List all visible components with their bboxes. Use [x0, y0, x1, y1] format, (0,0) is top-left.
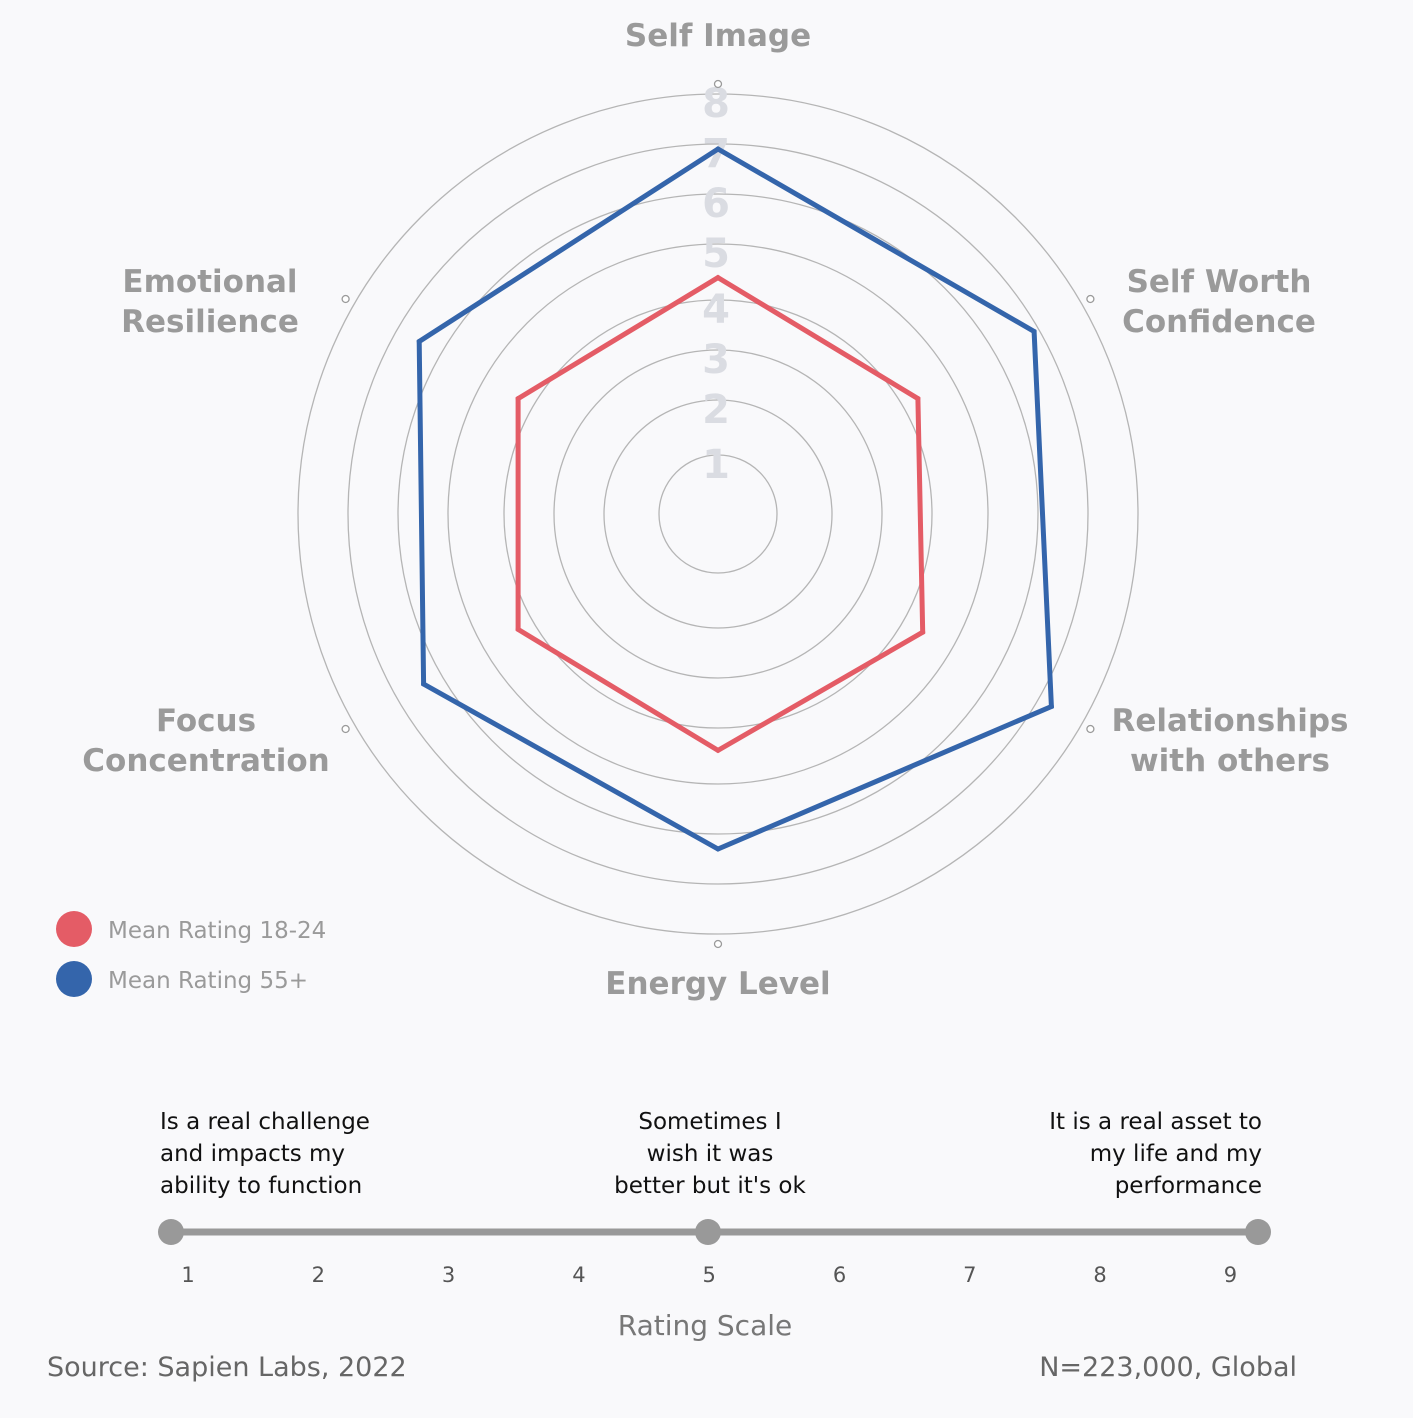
legend-swatch-1 — [56, 961, 92, 997]
source-note: Source: Sapien Labs, 2022 — [47, 1352, 407, 1383]
grid-ring-2 — [603, 399, 833, 629]
rating-scale-title: Rating Scale — [618, 1309, 793, 1342]
series-line-1 — [416, 146, 1054, 852]
axis-marker — [713, 939, 723, 949]
grid-ring-8 — [297, 93, 1139, 935]
series-1-point-3 — [715, 846, 721, 852]
grid-ring-4 — [503, 299, 933, 729]
axis-label-4: Focus Concentration — [82, 703, 329, 779]
series-1-point-5 — [416, 339, 422, 344]
rating-scale-description-9: It is a real asset to my life and my perfo… — [1049, 1109, 1262, 1199]
grid-ring-1 — [658, 454, 778, 574]
tick-label-6: 6 — [702, 181, 730, 227]
series-1-point-0 — [715, 146, 721, 152]
legend-label-0: Mean Rating 18-24 — [108, 918, 326, 944]
tick-label-1: 1 — [702, 442, 730, 488]
tick-label-4: 4 — [702, 287, 730, 333]
tick-label-8: 8 — [702, 81, 730, 127]
rating-scale-description-1: Is a real challenge and impacts my ability… — [160, 1109, 370, 1199]
rating-scale-number-1: 1 — [181, 1263, 194, 1287]
grid-ring-5 — [447, 243, 989, 785]
rating-scale-number-2: 2 — [312, 1263, 325, 1287]
series-0-point-0 — [715, 275, 721, 281]
axis-marker — [341, 294, 350, 304]
series-0-point-2 — [920, 629, 926, 635]
rating-scale-dot-1 — [695, 1219, 721, 1245]
rating-scale-number-4: 4 — [572, 1263, 585, 1287]
axis-label-0: Self Image — [625, 18, 811, 54]
rating-scale-number-8: 8 — [1093, 1263, 1106, 1287]
rating-scale-dot-0 — [158, 1219, 184, 1245]
rating-scale-dot-2 — [1245, 1219, 1271, 1245]
radar-axis-markers — [341, 79, 1095, 949]
grid-ring-6 — [397, 193, 1039, 835]
series-1-point-1 — [1031, 329, 1037, 334]
series-0-point-1 — [915, 396, 921, 402]
sample-note: N=223,000, Global — [1039, 1352, 1297, 1383]
rating-scale-number-6: 6 — [833, 1263, 846, 1287]
series-0-point-4 — [515, 626, 521, 632]
tick-label-2: 2 — [702, 387, 730, 433]
rating-scale-number-5: 5 — [703, 1263, 716, 1287]
axis-label-2: Relationships with others — [1111, 703, 1348, 779]
radar-axis-labels: Self Image Self Worth Confidence Relationsh… — [82, 18, 1348, 1002]
radar-series — [416, 146, 1054, 852]
grid-ring-7 — [347, 143, 1089, 885]
axis-label-3: Energy Level — [605, 966, 830, 1002]
axis-marker — [1086, 294, 1095, 304]
series-0-point-5 — [515, 396, 521, 402]
legend-swatch-0 — [56, 911, 92, 947]
rating-scale-number-9: 9 — [1224, 1263, 1237, 1287]
axis-label-5: Emotional Resilience — [121, 264, 299, 340]
axis-marker — [1086, 724, 1095, 734]
tick-label-5: 5 — [702, 231, 730, 277]
rating-scale: 1 2 3 4 5 6 7 8 9 Is a real challenge and impacts … — [158, 1109, 1271, 1342]
rating-scale-number-3: 3 — [442, 1263, 455, 1287]
radar-grid — [297, 93, 1139, 935]
legend: Mean Rating 18-24 Mean Rating 55+ — [56, 911, 326, 997]
series-1-point-4 — [421, 681, 427, 687]
tick-label-3: 3 — [702, 337, 730, 383]
axis-marker — [713, 79, 723, 89]
rating-scale-number-7: 7 — [963, 1263, 976, 1287]
grid-ring-3 — [553, 349, 883, 679]
series-1-point-2 — [1048, 704, 1054, 709]
legend-label-1: Mean Rating 55+ — [108, 968, 308, 994]
axis-marker — [341, 724, 350, 734]
axis-label-1: Self Worth Confidence — [1122, 264, 1316, 340]
series-0-point-3 — [715, 747, 721, 753]
